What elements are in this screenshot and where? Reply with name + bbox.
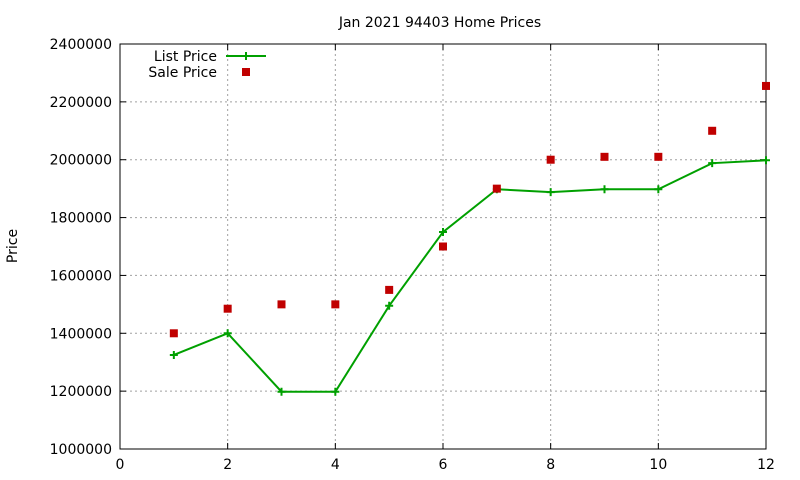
data-point (169, 329, 178, 338)
x-tick-label: 10 (649, 457, 667, 473)
data-point (708, 126, 717, 135)
x-tick-label: 0 (116, 457, 125, 473)
x-tick-label: 6 (439, 457, 448, 473)
y-tick-label: 1800000 (50, 211, 112, 227)
data-point (169, 350, 178, 359)
data-point (600, 152, 609, 161)
legend-marker-sample (242, 52, 250, 60)
x-tick-label: 2 (223, 457, 232, 473)
series-sale-price (169, 81, 770, 338)
y-axis-label: Price (5, 229, 21, 263)
data-point (439, 242, 447, 251)
y-tick-label: 2000000 (50, 153, 112, 169)
data-point (762, 156, 770, 165)
series-list-price (169, 156, 770, 396)
series-line (173, 159, 767, 393)
y-tick-label: 1400000 (50, 326, 112, 342)
data-point (654, 152, 663, 161)
data-point (331, 387, 340, 396)
data-point (546, 188, 555, 197)
x-tick-label: 8 (546, 457, 555, 473)
data-point (277, 387, 286, 396)
chart-title: Jan 2021 94403 Home Prices (338, 15, 541, 31)
x-tick-label: 12 (757, 457, 775, 473)
y-tick-label: 2200000 (50, 95, 112, 111)
data-point (277, 300, 286, 309)
data-point (546, 155, 555, 164)
data-point (762, 81, 770, 90)
plot-frame (119, 43, 767, 450)
legend-label: List Price (154, 49, 217, 65)
data-point (331, 300, 340, 309)
data-point (385, 285, 394, 294)
x-tick-label: 4 (331, 457, 340, 473)
y-tick-label: 1000000 (50, 442, 112, 458)
y-tick-label: 1200000 (50, 384, 112, 400)
data-point (654, 185, 663, 194)
y-tick-label: 2400000 (50, 37, 112, 53)
y-tick-label: 1600000 (50, 268, 112, 284)
series-layer (169, 81, 770, 396)
legend-label: Sale Price (148, 65, 217, 81)
data-point (492, 184, 501, 193)
tick-labels: 0 2 4 6 8 10 12 1000000 1200000 1400000 1600000 180… (50, 37, 775, 473)
data-point (600, 185, 609, 194)
data-point (708, 159, 717, 168)
data-point (439, 228, 447, 237)
data-point (223, 329, 232, 338)
data-point (223, 304, 232, 313)
data-point (385, 301, 394, 310)
legend-marker-sample (242, 68, 250, 76)
